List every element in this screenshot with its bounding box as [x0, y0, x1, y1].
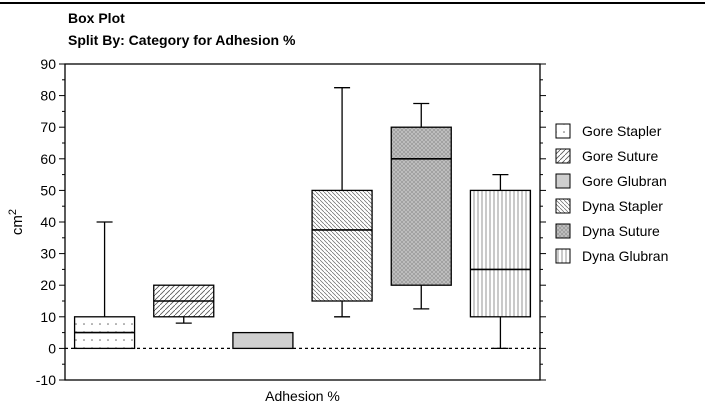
box-dyna-stapler — [311, 87, 373, 318]
legend-swatch — [555, 123, 571, 139]
box-body — [311, 189, 373, 302]
y-tick-label: 0 — [48, 340, 56, 356]
box-gore-suture — [153, 284, 215, 324]
y-tick-label: 60 — [40, 151, 56, 167]
y-tick-label: 20 — [40, 277, 56, 293]
legend: Gore Stapler Gore Suture Gore Glubran Dyna … — [555, 123, 668, 264]
y-tick-label: 70 — [40, 119, 56, 135]
legend-swatch — [555, 223, 571, 239]
legend-label: Dyna Stapler — [582, 198, 663, 214]
plot-frame — [64, 63, 541, 381]
plot-area: -10 0 10 20 30 40 50 60 70 80 90 cm2 Adhesion % — [7, 56, 546, 404]
y-tick-label: 30 — [40, 246, 56, 262]
legend-swatch — [555, 248, 571, 264]
y-axis-label: cm2 — [7, 209, 26, 235]
chart-title: Box Plot — [68, 10, 125, 26]
box-dyna-glubran — [469, 173, 532, 350]
x-axis-label: Adhesion % — [265, 388, 340, 404]
legend-swatch — [555, 148, 571, 164]
legend-label: Gore Stapler — [582, 123, 662, 139]
legend-swatch — [555, 173, 571, 189]
legend-label: Gore Suture — [582, 148, 658, 164]
top-rule — [0, 2, 705, 4]
legend-label: Gore Glubran — [582, 173, 667, 189]
box-gore-stapler — [73, 221, 136, 350]
y-tick-label: 10 — [40, 309, 56, 325]
y-tick-label: 40 — [40, 214, 56, 230]
box-gore-glubran — [232, 331, 294, 350]
box-dyna-suture — [390, 102, 452, 310]
box-body — [469, 189, 532, 318]
box-body — [232, 331, 294, 350]
box-body — [390, 126, 452, 286]
y-tick-label: -10 — [36, 372, 56, 388]
y-tick-label: 80 — [40, 88, 56, 104]
legend-label: Dyna Suture — [582, 223, 660, 239]
legend-swatch — [555, 198, 571, 214]
chart-subtitle: Split By: Category for Adhesion % — [68, 32, 296, 48]
legend-label: Dyna Glubran — [582, 248, 668, 264]
y-tick-label: 90 — [40, 56, 56, 72]
y-tick-label: 50 — [40, 182, 56, 198]
